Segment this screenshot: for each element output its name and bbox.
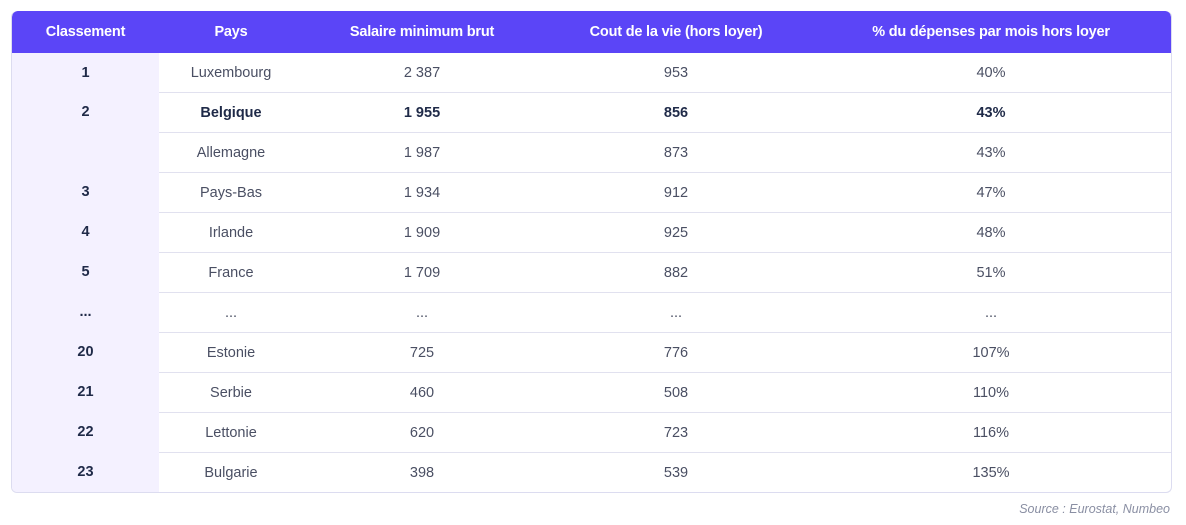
cell-rank: 1 [12, 53, 159, 92]
cell-minimum-wage: 620 [303, 412, 541, 452]
table-row: ............... [12, 292, 1171, 332]
cell-cost-of-living: 925 [541, 212, 811, 252]
cell-cost-of-living: 723 [541, 412, 811, 452]
cell-minimum-wage: 460 [303, 372, 541, 412]
cell-spending-percentage: 135% [811, 452, 1171, 492]
cell-minimum-wage: 1 709 [303, 252, 541, 292]
header-spending-percentage: % du dépenses par mois hors loyer [811, 11, 1171, 53]
cell-spending-percentage: ... [811, 292, 1171, 332]
cell-cost-of-living: 539 [541, 452, 811, 492]
table-row: 4 Irlande 1 909 925 48% [12, 212, 1171, 252]
cell-spending-percentage: 48% [811, 212, 1171, 252]
cell-cost-of-living: ... [541, 292, 811, 332]
table-row: 2 Belgique 1 955 856 43% [12, 92, 1171, 132]
cell-rank: ... [12, 292, 159, 332]
cell-cost-of-living: 776 [541, 332, 811, 372]
cell-spending-percentage: 51% [811, 252, 1171, 292]
header-row: Classement Pays Salaire minimum brut Cou… [12, 11, 1171, 53]
cell-minimum-wage: 398 [303, 452, 541, 492]
cell-minimum-wage: 1 934 [303, 172, 541, 212]
ranking-table-container: Classement Pays Salaire minimum brut Cou… [11, 11, 1172, 493]
cell-country: Lettonie [159, 412, 303, 452]
cell-cost-of-living: 953 [663, 64, 689, 81]
cell-rank [12, 132, 159, 172]
cell-spending-percentage: 116% [811, 412, 1171, 452]
cell-spending-percentage: 47% [811, 172, 1171, 212]
cell-country: Serbie [159, 372, 303, 412]
cell-rank: 2 [12, 92, 159, 132]
cell-spending-percentage: 43% [811, 92, 1171, 132]
table-row: 21 Serbie 460 508 110% [12, 372, 1171, 412]
cell-minimum-wage: 2 387 [403, 64, 441, 81]
cell-minimum-wage: 1 955 [303, 92, 541, 132]
cell-cost-of-living: 508 [541, 372, 811, 412]
cell-rank: 5 [12, 252, 159, 292]
minimum-wage-table: Classement Pays Salaire minimum brut Cou… [11, 11, 1172, 493]
table-row: 22 Lettonie 620 723 116% [12, 412, 1171, 452]
cell-country: Belgique [159, 92, 303, 132]
table-row: 20 Estonie 725 776 107% [12, 332, 1171, 372]
cell-minimum-wage: 1 909 [303, 212, 541, 252]
cell-minimum-wage: ... [303, 292, 541, 332]
cell-rank: 4 [12, 212, 159, 252]
cell-spending-percentage: 110% [811, 372, 1171, 412]
table-row: Allemagne 1 987 873 43% [12, 132, 1171, 172]
cell-country: Estonie [159, 332, 303, 372]
cell-cost-of-living: 873 [541, 132, 811, 172]
cell-cost-of-living: 912 [541, 172, 811, 212]
cell-minimum-wage: 1 987 [303, 132, 541, 172]
table-row: 23 Bulgarie 398 539 135% [12, 452, 1171, 492]
cell-cost-of-living: 882 [541, 252, 811, 292]
source-note: Source : Eurostat, Numbeo [1019, 502, 1170, 516]
cell-rank: 21 [12, 372, 159, 412]
cell-country: France [159, 252, 303, 292]
header-minimum-wage: Salaire minimum brut [303, 11, 541, 53]
cell-spending-percentage: 43% [811, 132, 1171, 172]
cell-country: Pays-Bas [159, 172, 303, 212]
cell-spending-percentage: 107% [811, 332, 1171, 372]
cell-rank: 22 [12, 412, 159, 452]
cell-rank: 20 [12, 332, 159, 372]
cell-country: Bulgarie [159, 452, 303, 492]
table-row: 1 Luxembourg 2 387 953 40% [12, 53, 1171, 92]
cell-minimum-wage: 725 [303, 332, 541, 372]
cell-rank: 3 [12, 172, 159, 212]
cell-rank: 23 [12, 452, 159, 492]
header-cost-of-living: Cout de la vie (hors loyer) [541, 11, 811, 53]
table-body: 1 Luxembourg 2 387 953 40% 2 Belgique 1 955 856 4… [12, 53, 1171, 492]
cell-country: Irlande [159, 212, 303, 252]
cell-country: Luxembourg [190, 64, 272, 81]
table-header: Classement Pays Salaire minimum brut Cou… [12, 11, 1171, 53]
cell-cost-of-living: 856 [541, 92, 811, 132]
cell-country: ... [159, 292, 303, 332]
table-row: 3 Pays-Bas 1 934 912 47% [12, 172, 1171, 212]
cell-country: Allemagne [159, 132, 303, 172]
table-row: 5 France 1 709 882 51% [12, 252, 1171, 292]
header-country: Pays [159, 11, 303, 53]
cell-spending-percentage: 40% [976, 64, 1006, 81]
header-ranking: Classement [12, 11, 159, 53]
